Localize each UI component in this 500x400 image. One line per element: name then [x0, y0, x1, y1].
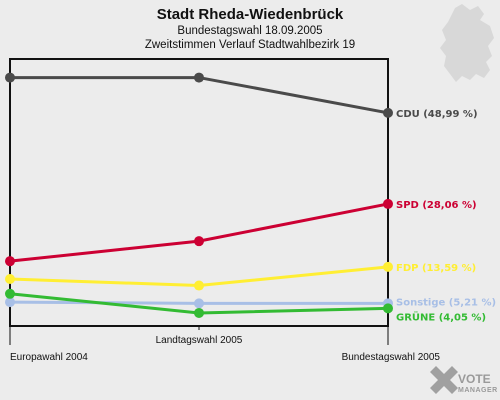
chart-subtitle-1: Bundestagswahl 18.09.2005 [177, 25, 322, 37]
data-point-sonstige-1 [194, 298, 204, 309]
data-point-gr-ne-0 [5, 288, 15, 299]
germany-map-icon [440, 4, 494, 82]
series-label-cdu: CDU (48,99 %) [396, 109, 478, 120]
data-point-spd-1 [194, 236, 204, 247]
data-point-fdp-0 [5, 274, 15, 285]
data-point-cdu-0 [5, 72, 15, 83]
data-point-fdp-1 [194, 280, 204, 291]
data-point-fdp-2 [383, 261, 393, 272]
chart-subtitle-2: Zweitstimmen Verlauf Stadtwahlbezirk 19 [145, 39, 355, 51]
series-label-gr-ne: GRÜNE (4,05 %) [396, 309, 486, 323]
data-point-gr-ne-1 [194, 307, 204, 318]
series-label-fdp: FDP (13,59 %) [396, 263, 476, 274]
data-point-cdu-1 [194, 72, 204, 83]
series-line-spd [9, 202, 389, 263]
data-point-spd-2 [383, 198, 393, 209]
series-layer: CDU (48,99 %) SPD (28,06 %) FDP (13,59 %) S… [5, 72, 496, 323]
data-point-cdu-2 [383, 107, 393, 118]
data-point-gr-ne-2 [383, 303, 393, 314]
data-point-spd-0 [5, 256, 15, 267]
chart-title: Stadt Rheda-Wiedenbrück [157, 6, 344, 23]
x-tick-label-0: Europawahl 2004 [10, 352, 88, 363]
series-label-sonstige: Sonstige (5,21 %) [396, 297, 496, 308]
data-point-sonstige-0 [5, 297, 15, 308]
votemanager-logo: VOTE MANAGER [430, 366, 498, 394]
vote-x-icon [430, 366, 458, 394]
logo-sub-text: MANAGER [458, 387, 498, 394]
x-tick-label-1: Landtagswahl 2005 [156, 335, 243, 346]
logo-main-text: VOTE [458, 372, 491, 386]
series-line-cdu [10, 76, 389, 115]
x-tick-label-2: Bundestagswahl 2005 [342, 352, 441, 363]
series-label-spd: SPD (28,06 %) [396, 200, 477, 211]
